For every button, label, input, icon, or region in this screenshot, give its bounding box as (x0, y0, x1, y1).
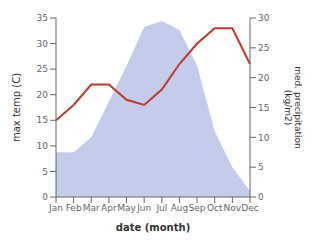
svg-text:May: May (117, 203, 136, 213)
svg-text:20: 20 (258, 73, 270, 83)
svg-text:10: 10 (258, 133, 270, 143)
svg-text:date (month): date (month) (116, 222, 190, 233)
svg-text:Sep: Sep (189, 203, 206, 213)
svg-text:5: 5 (42, 167, 48, 177)
svg-text:15: 15 (37, 115, 48, 125)
svg-text:Oct: Oct (207, 203, 223, 213)
svg-text:max temp (C): max temp (C) (11, 73, 22, 142)
svg-text:0: 0 (42, 192, 48, 202)
svg-text:0: 0 (258, 192, 264, 202)
svg-text:Mar: Mar (83, 203, 100, 213)
svg-text:25: 25 (258, 43, 269, 53)
svg-text:Nov: Nov (224, 203, 242, 213)
svg-text:5: 5 (258, 162, 264, 172)
svg-text:Jul: Jul (155, 203, 167, 213)
svg-text:Apr: Apr (101, 203, 117, 213)
svg-text:Jan: Jan (48, 203, 63, 213)
svg-text:20: 20 (37, 90, 49, 100)
svg-text:Aug: Aug (171, 203, 189, 213)
svg-text:35: 35 (37, 13, 48, 23)
svg-text:30: 30 (37, 39, 49, 49)
svg-text:Dec: Dec (241, 203, 258, 213)
svg-text:15: 15 (258, 103, 269, 113)
svg-text:25: 25 (37, 64, 48, 74)
svg-text:med. precipitation(kg/m2): med. precipitation(kg/m2) (283, 66, 303, 148)
svg-text:10: 10 (37, 141, 49, 151)
svg-text:30: 30 (258, 13, 270, 23)
svg-text:Feb: Feb (66, 203, 82, 213)
svg-text:Jun: Jun (136, 203, 151, 213)
